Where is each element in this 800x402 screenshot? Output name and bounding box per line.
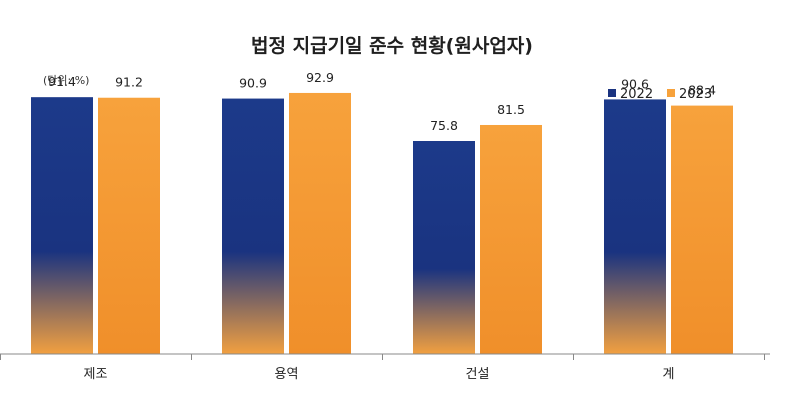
category-labels-group: 제조 용역 건설 계: [84, 367, 675, 382]
legend-swatch-2022: [608, 89, 616, 97]
chart-title: 법정 지급기일 준수 현황(원사업자): [251, 34, 533, 57]
x-axis-ticks: [0, 354, 765, 360]
value-label-2022-용역: 90.9: [239, 76, 267, 91]
unit-label: (단위: %): [43, 74, 89, 87]
value-labels-group: 91.4 91.2 90.9 92.9 75.8 81.5 90.6 88.4: [48, 70, 716, 133]
bar-2022-용역: [222, 98, 284, 354]
category-label-용역: 용역: [275, 367, 299, 382]
bars-group: [31, 92, 733, 355]
category-label-제조: 제조: [84, 367, 108, 382]
value-label-2023-제조: 91.2: [115, 75, 143, 90]
category-label-건설: 건설: [466, 367, 490, 382]
legend-label-2023: 2023: [679, 87, 712, 102]
bar-2023-건설: [480, 124, 542, 354]
value-label-2022-제조: 91.4: [48, 74, 76, 89]
bar-2023-제조: [98, 97, 160, 354]
bar-2022-건설: [413, 141, 475, 354]
legend: 2022 2023: [608, 87, 712, 102]
category-label-계: 계: [663, 367, 675, 382]
value-label-2022-계: 90.6: [621, 76, 649, 91]
legend-swatch-2023: [667, 89, 675, 97]
value-label-2023-용역: 92.9: [306, 70, 334, 85]
bar-2022-제조: [31, 97, 93, 354]
value-label-2023-계: 88.4: [688, 83, 716, 98]
bar-2023-계: [671, 105, 733, 354]
bar-2022-계: [604, 99, 666, 354]
value-label-2022-건설: 75.8: [430, 118, 458, 133]
value-label-2023-건설: 81.5: [497, 102, 525, 117]
legend-label-2022: 2022: [620, 87, 653, 102]
bar-2023-용역: [289, 92, 351, 355]
